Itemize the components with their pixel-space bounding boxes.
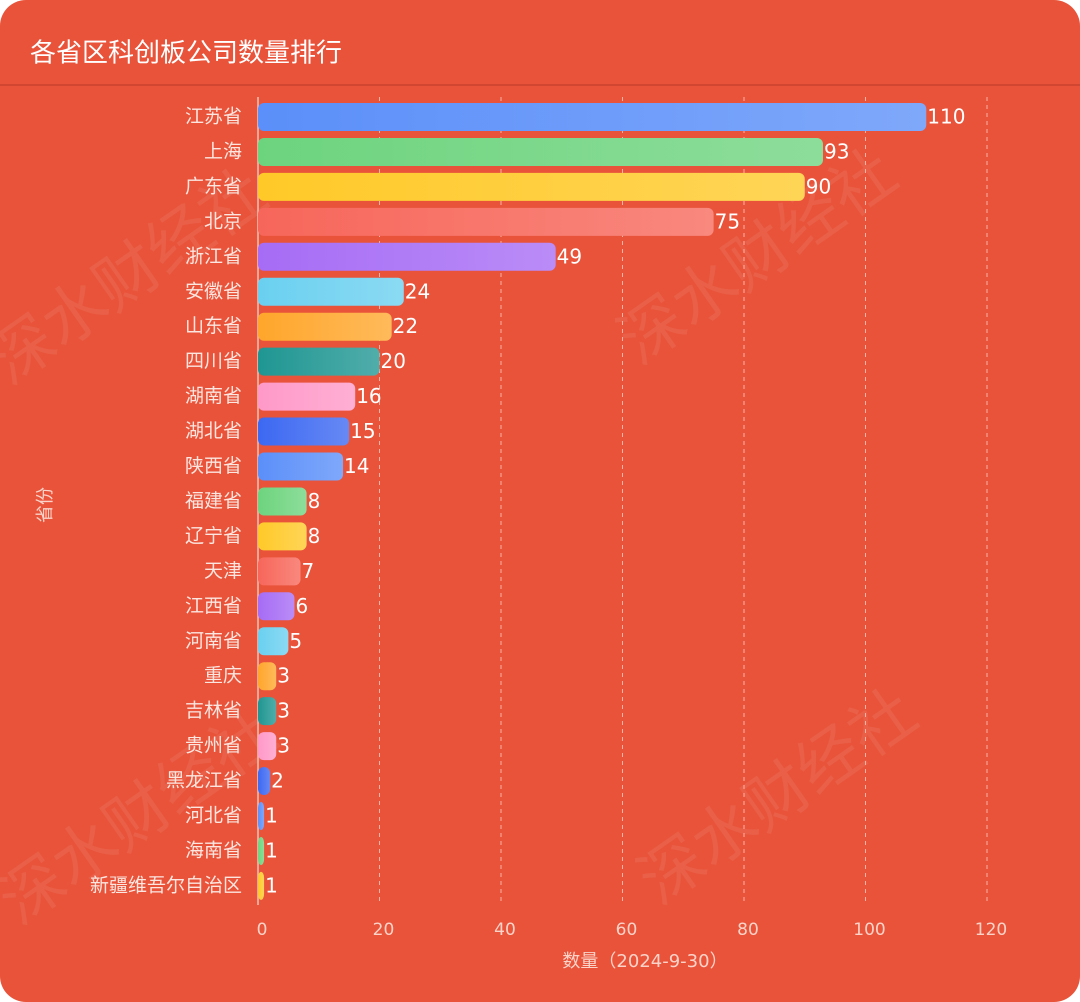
y-tick-label: 重庆 [204,665,242,687]
y-tick-label: 湖北省 [185,420,242,442]
y-tick-label: 贵州省 [185,735,242,757]
value-label: 93 [824,139,849,163]
bar [258,312,392,341]
watermark: 深水财经社 [606,135,911,379]
value-label: 1 [265,838,278,862]
value-label: 5 [289,629,302,653]
x-tick-label: 40 [494,920,516,940]
y-tick-label: 上海 [204,140,242,162]
bar [258,697,277,726]
bar [258,557,301,586]
x-tick-label: 100 [853,920,885,940]
bar [258,172,805,201]
value-label: 6 [295,594,308,618]
y-tick-label: 河北省 [185,805,242,827]
value-label: 15 [350,419,375,443]
bar [258,836,265,865]
bar [258,627,289,656]
value-label: 2 [271,769,284,793]
bar [258,592,295,621]
y-tick-label: 江苏省 [185,106,242,128]
y-tick-label: 江西省 [185,595,242,617]
value-label: 75 [715,209,740,233]
value-label: 1 [265,873,278,897]
y-tick-label: 北京 [204,210,242,232]
y-tick-label: 天津 [204,560,242,582]
y-tick-label: 山东省 [185,315,242,337]
y-tick-label: 吉林省 [185,700,242,722]
x-tick-label: 0 [257,920,268,940]
bar [258,802,265,830]
bar [258,662,277,691]
bar [258,452,344,481]
y-tick-label: 海南省 [185,839,242,861]
y-tick-label: 黑龙江省 [166,770,242,792]
value-label: 8 [308,524,321,548]
bar [258,277,404,306]
bar [258,103,927,131]
bar [258,347,380,376]
value-label: 3 [277,664,290,688]
y-tick-label: 广东省 [185,175,242,197]
x-axis-title: 数量（2024-9-30） [562,951,727,972]
bar [258,137,823,166]
x-tick-label: 120 [975,920,1007,940]
value-label: 7 [302,559,315,583]
watermark: 深水财经社 [0,695,290,939]
bar [258,871,265,900]
value-label: 1 [265,804,278,828]
bar [258,732,277,761]
y-tick-label: 浙江省 [185,245,242,267]
chart-title: 各省区科创板公司数量排行 [30,39,342,69]
value-label: 3 [277,734,290,758]
x-tick-label: 20 [373,920,395,940]
bar [258,417,350,446]
y-axis-title: 省份 [35,487,56,523]
value-label: 24 [405,279,430,303]
value-label: 49 [557,244,582,268]
y-tick-label: 安徽省 [185,280,242,302]
y-tick-label: 湖南省 [185,385,242,407]
bar [258,242,556,271]
bar [258,522,307,551]
value-label: 90 [806,174,831,198]
value-label: 22 [393,314,418,338]
y-tick-label: 福建省 [185,490,242,512]
bar [258,767,271,796]
y-tick-label: 四川省 [185,350,242,372]
y-tick-label: 辽宁省 [185,525,242,547]
bar [258,487,307,516]
value-label: 20 [381,349,406,373]
y-tick-label: 新疆维吾尔自治区 [90,874,242,896]
x-tick-label: 60 [616,920,638,940]
value-label: 16 [356,384,381,408]
watermark: 深水财经社 [626,675,931,919]
bar [258,382,356,411]
bar [258,207,714,236]
value-label: 14 [344,454,369,478]
y-tick-label: 陕西省 [185,455,242,477]
value-label: 3 [277,699,290,723]
y-tick-label: 河南省 [185,630,242,652]
x-tick-label: 80 [737,920,759,940]
value-label: 8 [308,489,321,513]
value-label: 110 [927,105,965,129]
